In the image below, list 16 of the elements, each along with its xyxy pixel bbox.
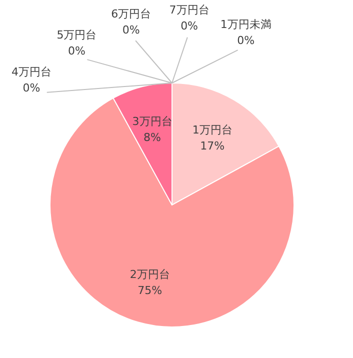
text: 0% (237, 34, 255, 47)
text: 0% (68, 44, 86, 58)
category-label: 5万円台 (56, 28, 97, 42)
slice-label: 2万円台 (130, 268, 170, 282)
text: 0% (180, 20, 198, 33)
category-label: 7万円台 (169, 4, 210, 17)
data-label: 8% (144, 131, 162, 144)
slice-label: 3万円台 (132, 115, 172, 128)
slice-label: 1万円台 (192, 124, 232, 137)
text: 0% (22, 81, 40, 94)
text: 0% (122, 23, 140, 36)
category-label: 6万円台 (111, 7, 152, 20)
data-label: 75% (138, 284, 162, 298)
data-label: 17% (200, 140, 225, 153)
category-label: 4万円台 (11, 65, 52, 78)
category-label: 1万円未満 (220, 18, 272, 31)
